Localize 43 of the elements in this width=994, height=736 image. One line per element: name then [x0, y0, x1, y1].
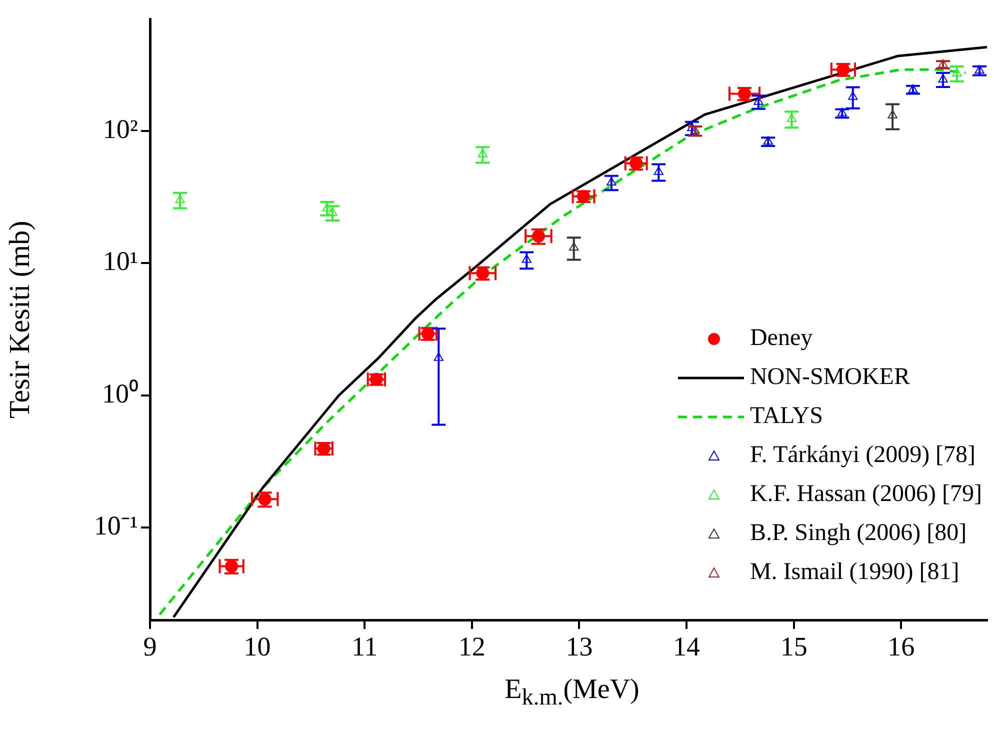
- legend-label: Deney: [750, 325, 813, 352]
- y-tick-label: 10⁻¹: [94, 510, 138, 541]
- point: [908, 84, 918, 93]
- legend-label: K.F. Hassan (2006) [79]: [750, 481, 982, 508]
- point: [654, 166, 664, 175]
- point: [974, 65, 984, 74]
- point: [763, 136, 773, 145]
- y-axis-title: Tesir Kesiti (mb): [4, 220, 36, 418]
- x-tick-label: 11: [352, 631, 378, 662]
- point: [938, 74, 948, 82]
- y-tick-label: 10⁰: [102, 378, 138, 408]
- x-tick-label: 15: [780, 631, 808, 662]
- point: [837, 108, 847, 116]
- x-tick-label: 9: [143, 631, 157, 662]
- legend-label: F. Tárkányi (2009) [78]: [750, 442, 976, 469]
- y-tick-label: 10²: [102, 114, 138, 144]
- x-tick-label: 13: [566, 631, 593, 662]
- point: [328, 207, 338, 216]
- point: [569, 242, 579, 251]
- x-tick-label: 10: [244, 631, 271, 662]
- point: [786, 114, 797, 122]
- point: [522, 254, 532, 263]
- point: [687, 122, 697, 132]
- legend-label: B.P. Singh (2006) [80]: [750, 520, 967, 547]
- point: [848, 91, 858, 100]
- point: [434, 352, 444, 361]
- point: [754, 96, 764, 105]
- point: [952, 68, 962, 76]
- point: [322, 202, 332, 212]
- legend-label: M. Ismail (1990) [81]: [750, 559, 960, 586]
- point: [938, 59, 948, 68]
- point: [690, 125, 700, 134]
- x-axis-title: E$_{k.m.}$(MeV): [504, 674, 640, 712]
- point: [888, 110, 898, 118]
- x-tick-label: 12: [458, 631, 486, 662]
- x-tick-label: 14: [673, 631, 701, 662]
- point: [606, 177, 616, 186]
- legend-label: NON-SMOKER: [750, 364, 910, 391]
- y-tick-label: 10¹: [102, 246, 138, 276]
- legend-label: TALYS: [750, 403, 823, 430]
- x-tick-label: 16: [888, 631, 915, 662]
- point: [478, 148, 488, 158]
- point: [175, 194, 185, 204]
